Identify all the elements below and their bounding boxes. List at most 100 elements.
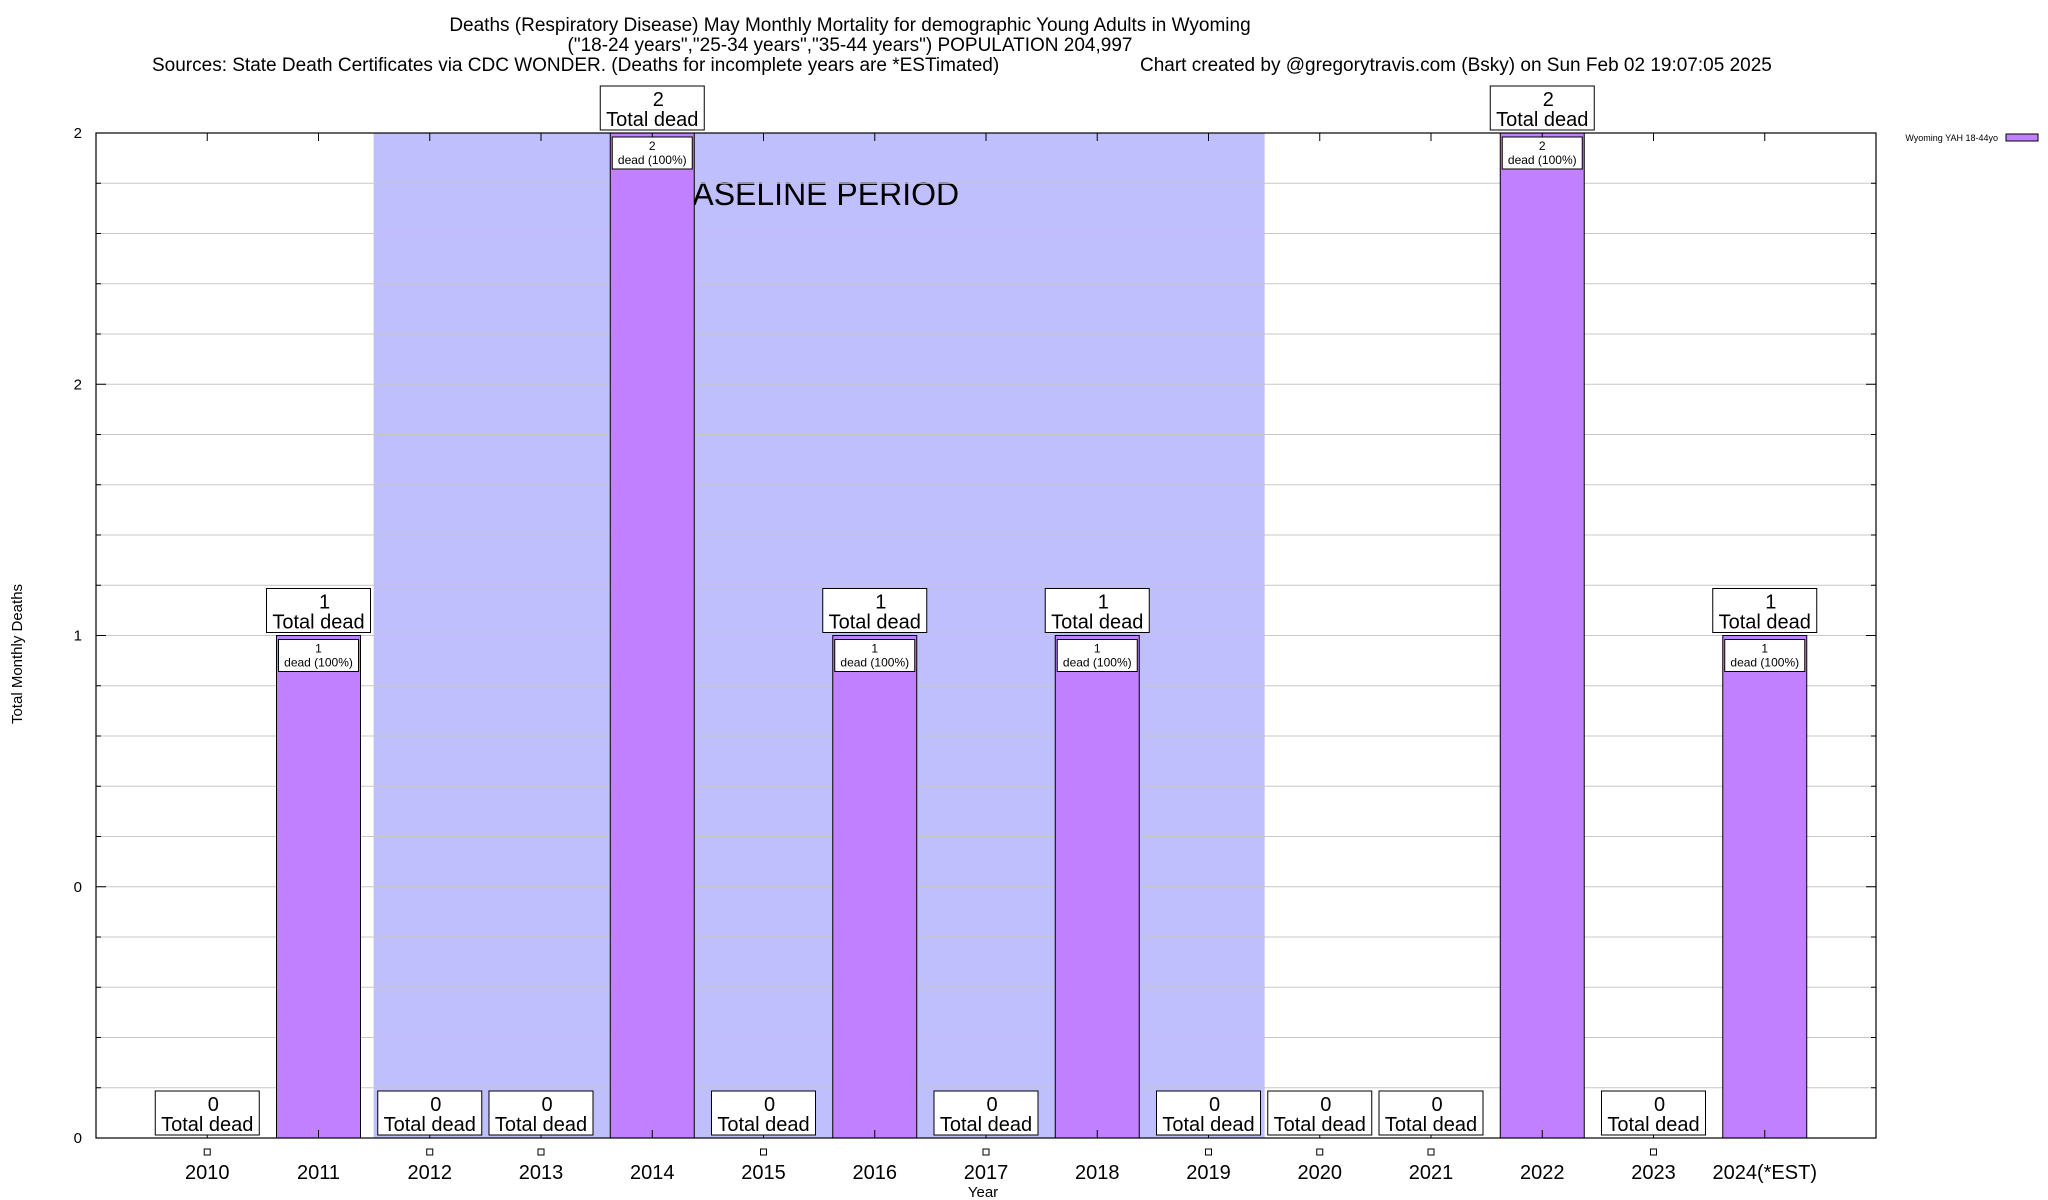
x-tick-label-2021: 2021 [1409, 1162, 1454, 1184]
total-label-count: 2 [653, 89, 664, 111]
total-label-count: 1 [875, 592, 886, 614]
bar-inner-pct: dead (100%) [840, 656, 909, 670]
total-label-box [1378, 1090, 1484, 1136]
x-tick-label-2018: 2018 [1075, 1162, 1120, 1184]
bar-2018 [1054, 635, 1140, 1139]
bar-inner-label-box [611, 136, 693, 170]
bar-inner-count: 2 [649, 139, 656, 153]
bar-inner-label-box [278, 639, 359, 672]
total-label-text: Total dead [272, 612, 364, 634]
x-tick-label-2010: 2010 [185, 1162, 230, 1184]
chart-title-line-1: Deaths (Respiratory Disease) May Monthly… [449, 15, 1250, 36]
bar-inner-label-box [1501, 136, 1583, 170]
chart-title-line-4: Chart created by @gregorytravis.com (Bsk… [1140, 55, 1772, 76]
total-label-count: 0 [430, 1094, 441, 1116]
y-tick-label: 2 [74, 376, 82, 393]
x-tick-label-2012: 2012 [408, 1162, 453, 1184]
total-label-box [1712, 588, 1818, 633]
total-label-box [1601, 1090, 1706, 1136]
x-axis-label: Year [968, 1184, 998, 1200]
total-label-count: 0 [1209, 1094, 1220, 1116]
total-label-text: Total dead [717, 1114, 809, 1136]
chart-title-line-2: ("18-24 years","25-34 years","35-44 year… [568, 35, 1133, 56]
total-label-text: Total dead [1162, 1114, 1254, 1136]
legend-entry-label: Wyoming YAH 18-44yo [1905, 133, 1998, 143]
bar-inner-pct: dead (100%) [1063, 656, 1132, 670]
zero-marker [760, 1148, 767, 1156]
bar-inner-pct: dead (100%) [1730, 656, 1799, 670]
baseline-period-label: BASELINE PERIOD [671, 176, 959, 212]
total-label-count: 0 [1654, 1094, 1665, 1116]
x-tick-label-2016: 2016 [853, 1162, 898, 1184]
y-tick-label: 2 [74, 125, 82, 142]
total-label-text: Total dead [495, 1114, 587, 1136]
zero-marker [537, 1148, 545, 1156]
total-label-text: Total dead [1496, 109, 1588, 131]
bar-inner-count: 1 [315, 642, 322, 656]
x-tick-label-2020: 2020 [1298, 1162, 1343, 1184]
total-label-text: Total dead [1274, 1114, 1366, 1136]
bar-inner-pct: dead (100%) [1508, 153, 1577, 167]
total-label-count: 1 [1765, 592, 1776, 614]
total-label-box [1044, 588, 1150, 633]
x-tick-label-2015: 2015 [741, 1162, 786, 1184]
legend: Wyoming YAH 18-44yo [1905, 133, 2039, 143]
bar-inner-label-box [834, 639, 916, 672]
bar-inner-count: 1 [871, 642, 878, 656]
zero-marker [1205, 1148, 1212, 1156]
total-label-text: Total dead [384, 1114, 476, 1136]
zero-marker [203, 1148, 211, 1156]
bar-inner-count: 1 [1761, 642, 1768, 656]
bar-inner-pct: dead (100%) [618, 153, 687, 167]
total-label-box [1267, 1090, 1373, 1136]
x-tick-label-2014: 2014 [630, 1162, 675, 1184]
total-label-text: Total dead [829, 612, 921, 634]
x-tick-label-2011: 2011 [297, 1162, 340, 1184]
total-label-box [933, 1090, 1039, 1136]
total-label-box [822, 588, 928, 633]
bar-inner-label-box [1724, 639, 1806, 672]
x-tick-label-2017: 2017 [964, 1162, 1009, 1184]
total-label-count: 0 [541, 1094, 552, 1116]
total-label-box [711, 1090, 816, 1136]
bar-2011 [276, 635, 361, 1139]
total-label-box [1156, 1090, 1261, 1136]
zero-marker [426, 1148, 434, 1156]
zero-marker [1316, 1148, 1324, 1156]
x-tick-label-2024(*EST): 2024(*EST) [1713, 1162, 1818, 1184]
total-label-count: 0 [1431, 1094, 1442, 1116]
zero-marker [982, 1148, 990, 1156]
bar-2014 [609, 132, 695, 1139]
bar-inner-count: 2 [1539, 139, 1546, 153]
total-label-text: Total dead [1607, 1114, 1699, 1136]
total-label-count: 0 [208, 1094, 219, 1116]
zero-marker [1427, 1148, 1435, 1156]
legend-entry-swatch [2005, 133, 2039, 142]
bar-inner-label-box [1056, 639, 1138, 672]
ticks: 2010 2011 2012 2013 2014 2015 2016 2017 2018 2019… [74, 125, 1876, 1184]
total-label-count: 0 [1320, 1094, 1331, 1116]
bar-inner-count: 1 [1094, 642, 1101, 656]
total-label-count: 2 [1543, 89, 1554, 111]
total-label-count: 1 [319, 592, 330, 614]
total-label-text: Total dead [940, 1114, 1032, 1136]
y-tick-label: 0 [74, 879, 82, 896]
y-tick-label: 0 [74, 1130, 82, 1147]
total-label-text: Total dead [606, 109, 698, 131]
total-label-text: Total dead [1385, 1114, 1477, 1136]
bar-inner-pct: dead (100%) [284, 656, 353, 670]
total-label-box [488, 1090, 594, 1136]
y-axis-label: Total Monthly Deaths [9, 584, 26, 724]
total-label-count: 0 [986, 1094, 997, 1116]
bar-2024(*EST) [1722, 635, 1808, 1139]
bars [276, 132, 1808, 1139]
total-label-box [599, 85, 705, 131]
total-label-box [154, 1090, 260, 1136]
x-tick-label-2023: 2023 [1631, 1162, 1676, 1184]
total-label-text: Total dead [161, 1114, 253, 1136]
total-label-text: Total dead [1051, 612, 1143, 634]
bar-2016 [832, 635, 918, 1139]
x-tick-label-2022: 2022 [1520, 1162, 1565, 1184]
